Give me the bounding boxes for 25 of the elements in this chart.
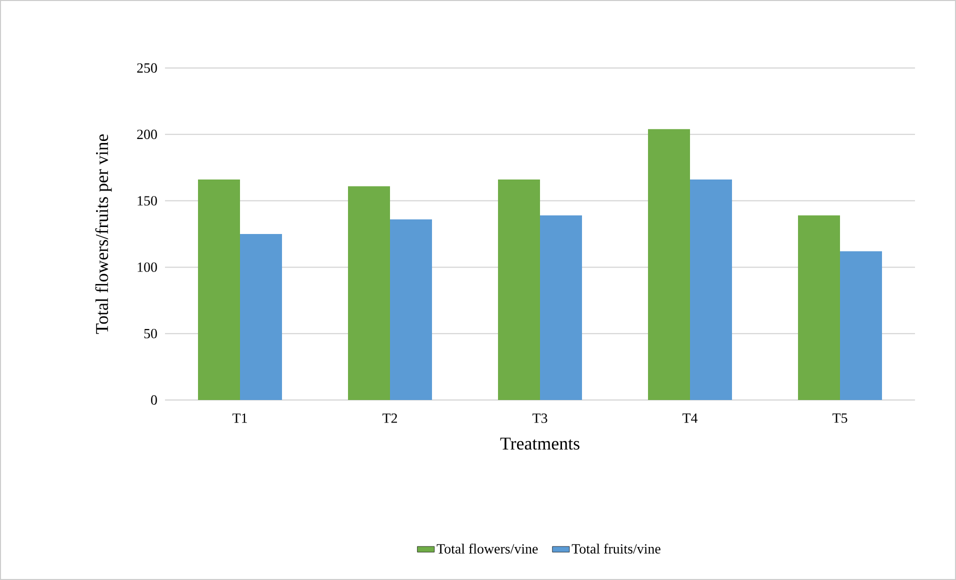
x-axis-title: Treatments [500, 438, 580, 450]
x-tick-label: T3 [532, 414, 548, 423]
bar [540, 215, 582, 400]
bar [798, 215, 840, 400]
bar [348, 186, 390, 400]
y-tick-label: 50 [144, 328, 157, 338]
y-tick-label: 250 [137, 63, 157, 73]
y-tick-label: 0 [151, 395, 157, 405]
y-axis-title: Total flowers/fruits per vine [95, 134, 112, 334]
y-tick-label: 100 [138, 262, 157, 272]
bar [690, 180, 732, 400]
y-tick-label: 200 [137, 130, 157, 140]
x-tick-label: T5 [832, 414, 848, 423]
legend-label: Total fruits/vine [572, 544, 660, 554]
bar [240, 234, 282, 400]
x-tick-label: T4 [682, 414, 698, 423]
bar [390, 219, 432, 400]
bar [840, 251, 882, 400]
bar [198, 180, 240, 400]
bar [498, 180, 540, 400]
x-tick-label: T2 [382, 414, 397, 423]
y-tick-label: 150 [138, 196, 157, 206]
legend-label: Total flowers/vine [436, 544, 538, 554]
bar [648, 129, 690, 400]
x-tick-label: T1 [232, 414, 247, 423]
